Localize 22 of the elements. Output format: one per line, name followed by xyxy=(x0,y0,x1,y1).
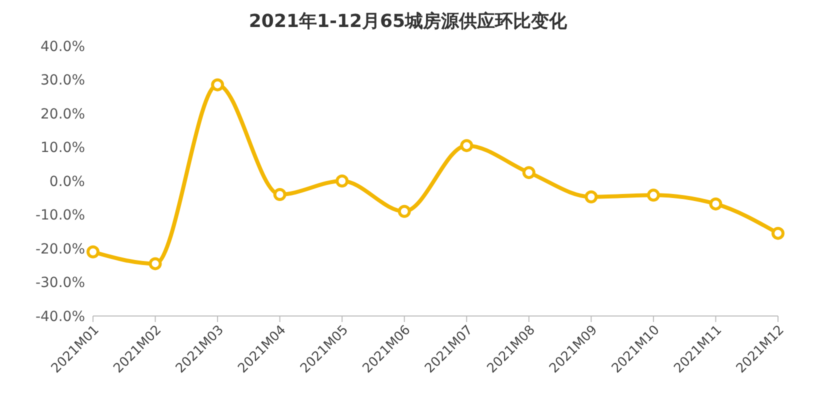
point xyxy=(709,197,722,210)
point xyxy=(584,190,598,204)
point xyxy=(86,245,100,258)
y-tick-label: -10.0% xyxy=(35,208,85,224)
y-tick-label: 40.0% xyxy=(40,38,85,55)
y-tick-label: -20.0% xyxy=(35,241,85,258)
y-tick-label: 30.0% xyxy=(40,72,85,89)
point xyxy=(336,174,349,188)
point xyxy=(211,78,224,92)
y-tick-label: 20.0% xyxy=(40,106,85,122)
point xyxy=(522,166,536,180)
chart-title: 2021年1-12月65城房源供应环比变化 xyxy=(248,10,568,34)
y-tick-label: -40.0% xyxy=(35,308,85,325)
point xyxy=(646,188,660,202)
point xyxy=(398,204,411,218)
point xyxy=(460,139,474,152)
point xyxy=(148,257,162,270)
y-tick-label: 10.0% xyxy=(40,140,85,156)
y-tick-label: -30.0% xyxy=(35,275,85,292)
point xyxy=(772,226,784,240)
y-tick-label: 0.0% xyxy=(49,174,85,190)
point xyxy=(273,188,286,201)
